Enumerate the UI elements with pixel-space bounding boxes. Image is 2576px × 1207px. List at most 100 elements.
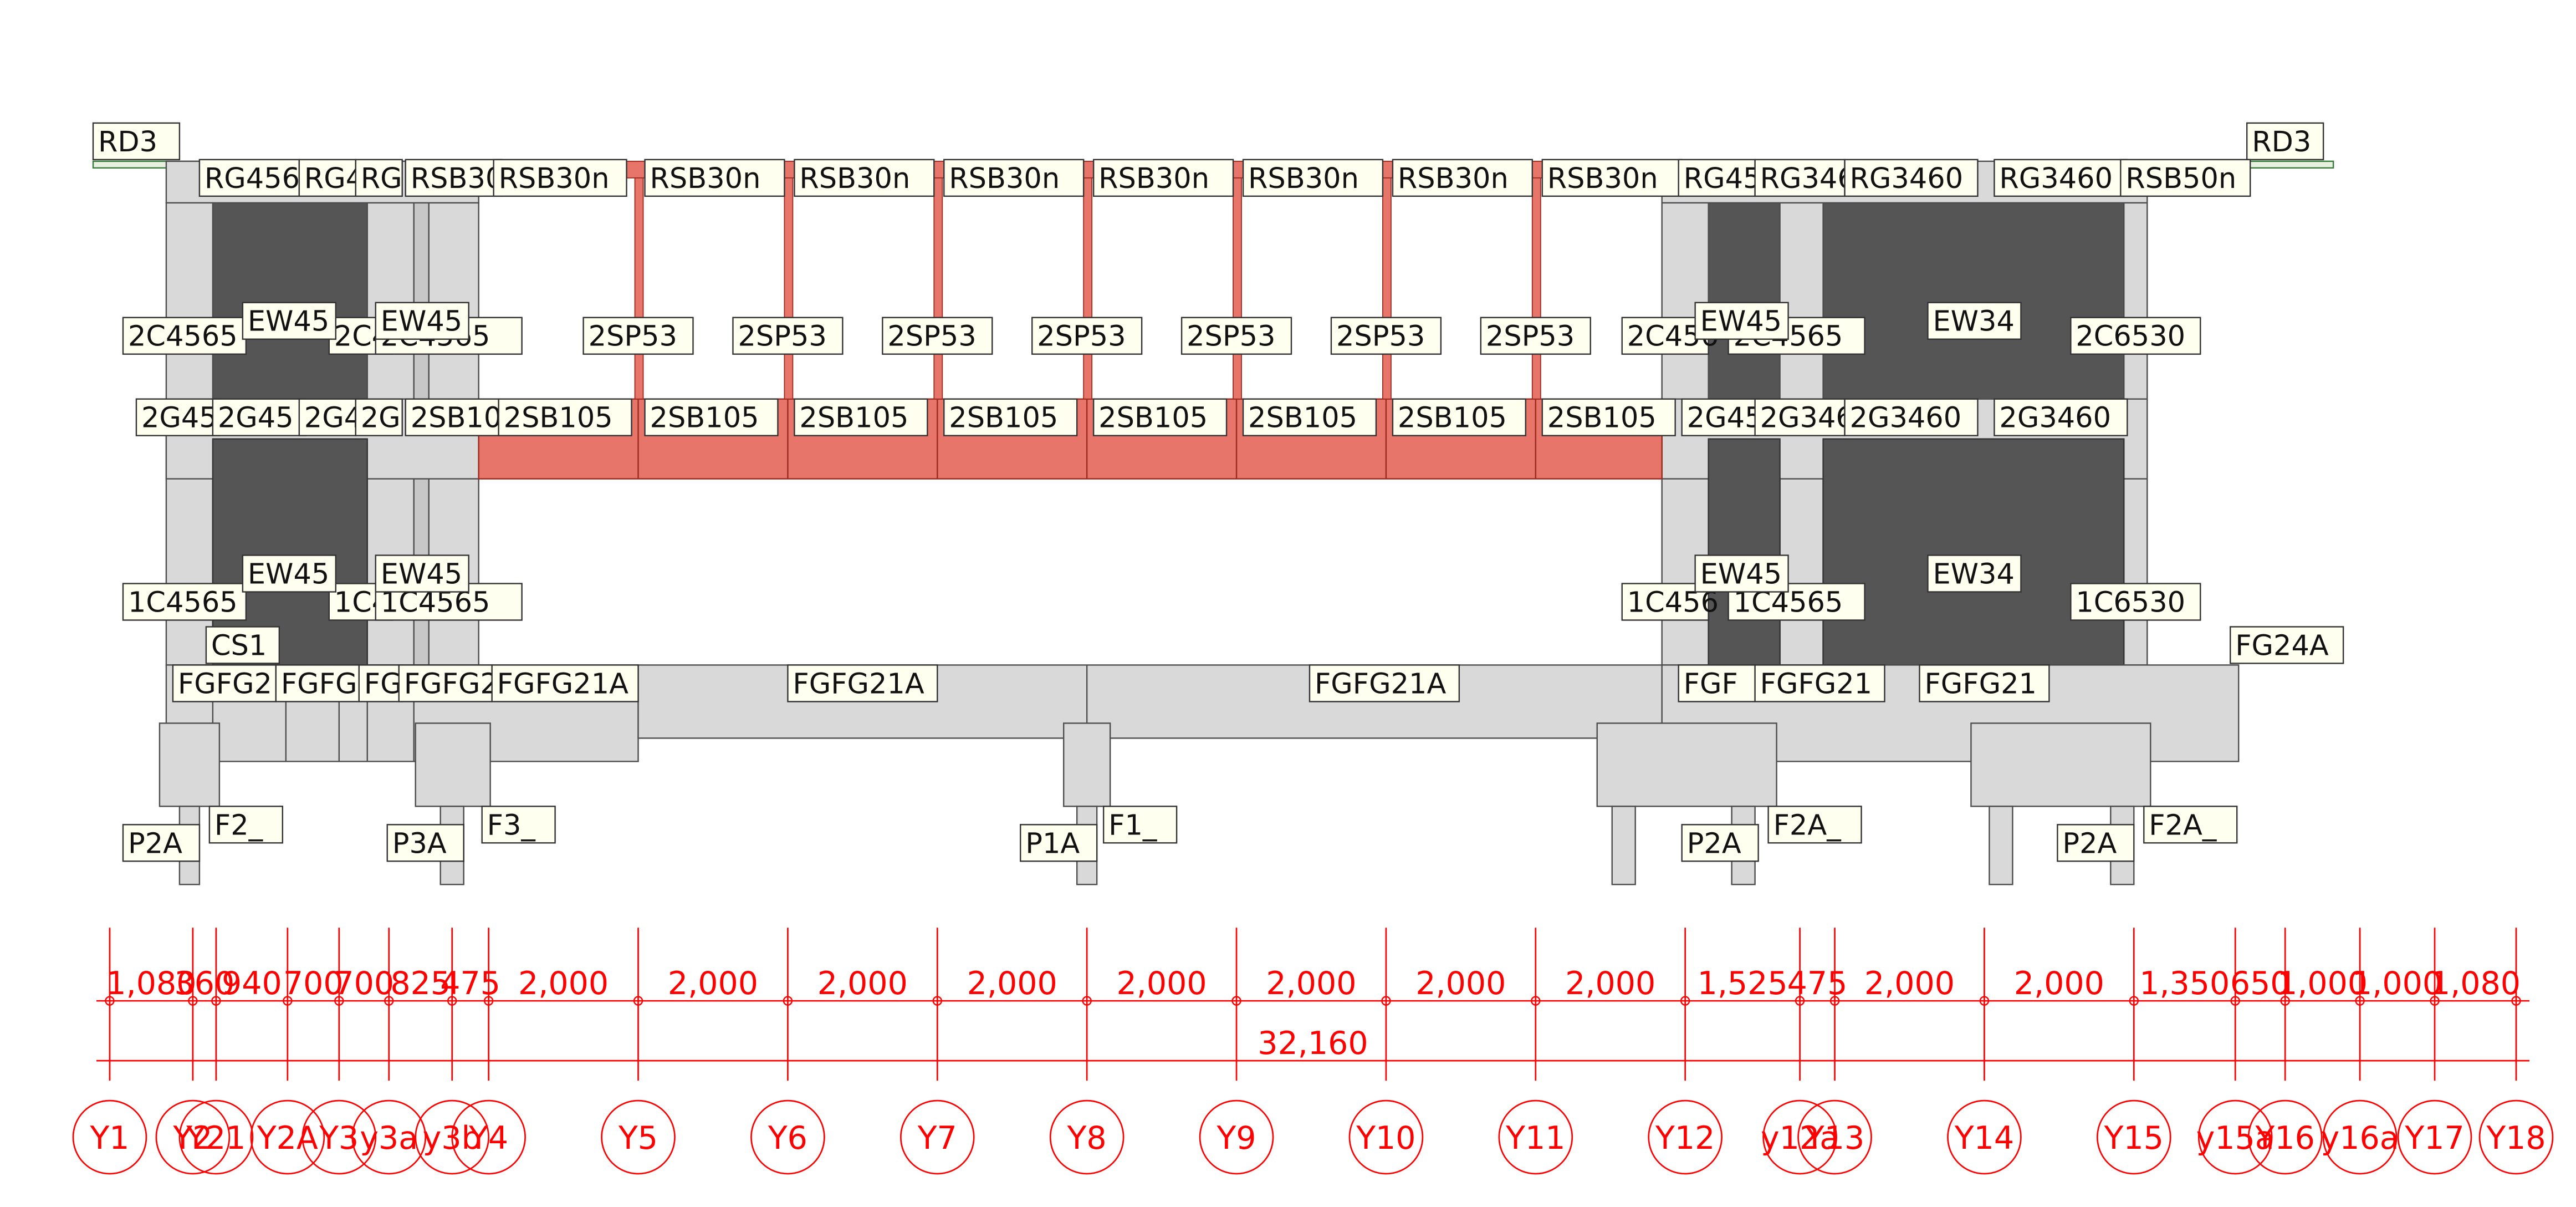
column-label: 2C6530 bbox=[2070, 317, 2201, 355]
member-label-text: FGFG21 bbox=[1760, 668, 1872, 700]
grid-axis-bubble: y15a bbox=[2196, 1099, 2275, 1175]
member-label-text: F2A_ bbox=[2149, 809, 2217, 842]
footing-f2 bbox=[159, 722, 221, 807]
member-label-text: FGFG21 bbox=[1924, 668, 2036, 700]
column-label: 2C456 bbox=[1621, 317, 1719, 355]
span-dimension-value: 825 bbox=[390, 965, 451, 1002]
pile-label: P2A bbox=[2057, 824, 2135, 862]
dimension-node bbox=[334, 996, 344, 1006]
grid-axis-bubble: Y14 bbox=[1947, 1099, 2022, 1175]
steel-post bbox=[1233, 177, 1242, 400]
member-label-text: 2SB105 bbox=[1248, 402, 1357, 435]
dimension-node bbox=[105, 996, 115, 1006]
roof-beam-label: RSB30n bbox=[1541, 159, 1683, 197]
member-label-text: P2A bbox=[1687, 827, 1741, 860]
footing-label: F2_ bbox=[208, 806, 284, 844]
wall-label: EW45 bbox=[1694, 302, 1789, 340]
member-label-text: RG3460 bbox=[1999, 162, 2113, 195]
span-dimension-value: 2,000 bbox=[2014, 965, 2104, 1002]
member-label-text: RG346 bbox=[1760, 162, 1856, 195]
grid-axis-bubble: y3a bbox=[351, 1099, 427, 1175]
dimension-node bbox=[2511, 996, 2521, 1006]
member-label-text: EW45 bbox=[1700, 305, 1782, 338]
dimension-node bbox=[483, 996, 494, 1006]
roof-beam-label: RG3460 bbox=[1844, 159, 1979, 197]
grid-axis-name: Y1 bbox=[89, 1120, 129, 1157]
member-label-text: RSB30n bbox=[799, 162, 910, 195]
footing-label: F1_ bbox=[1102, 806, 1178, 844]
grid-axis-bubble: y16a bbox=[2321, 1099, 2399, 1175]
member-label-text: 2SB105 bbox=[1547, 402, 1657, 435]
member-label-text: 2SP53 bbox=[738, 320, 826, 353]
dimension-node bbox=[1531, 996, 1541, 1006]
member-label-text: 2SP53 bbox=[1037, 320, 1126, 353]
steel-post bbox=[933, 177, 943, 400]
second-beam-label: 2G45 bbox=[1681, 398, 1762, 436]
span-dimension-value: 1,000 bbox=[2277, 965, 2368, 1002]
member-label-text: 2C6530 bbox=[2076, 320, 2185, 353]
span-dimension-value: 940 bbox=[222, 965, 282, 1002]
span-dimension-value: 2,000 bbox=[1266, 965, 1356, 1002]
grid-axis-name: Y7 bbox=[917, 1120, 957, 1157]
second-beam-label: 2G45 bbox=[212, 398, 307, 436]
dimension-node bbox=[783, 996, 793, 1006]
span-dimension-value: 1,000 bbox=[2352, 965, 2442, 1002]
grid-axis-bubble: Y15 bbox=[2096, 1099, 2171, 1175]
member-label-text: 2SB10 bbox=[411, 402, 502, 435]
span-dimension-value: 360 bbox=[175, 965, 235, 1002]
member-label-text: 2SP53 bbox=[1486, 320, 1575, 353]
dimension-node bbox=[2355, 996, 2365, 1006]
roof-beam-label: RG4 bbox=[298, 159, 364, 197]
second-beam-label: 2SB10 bbox=[405, 398, 502, 436]
foundation-beam-label: FGFG21A bbox=[787, 664, 938, 702]
grid-axis-bubble: Y8 bbox=[1049, 1099, 1125, 1175]
member-label-text: EW34 bbox=[1933, 305, 2014, 338]
structure-layer bbox=[92, 160, 2334, 885]
post-label: 2SP53 bbox=[1330, 317, 1442, 355]
dimension-node bbox=[2129, 996, 2139, 1006]
steel-post bbox=[634, 177, 644, 400]
dimension-node bbox=[1979, 996, 1990, 1006]
steel-post bbox=[1382, 177, 1392, 400]
span-dimension-value: 2,000 bbox=[518, 965, 609, 1002]
grid-axis-name: Y6 bbox=[768, 1120, 807, 1157]
steel-post bbox=[1531, 177, 1541, 400]
grid-axis-bubble: Y7 bbox=[899, 1099, 975, 1175]
pile-label: P3A bbox=[386, 824, 464, 862]
footing-f3 bbox=[415, 722, 491, 807]
member-label-text: 2SB105 bbox=[504, 402, 613, 435]
member-label-text: 1C4565 bbox=[128, 586, 238, 619]
span-dimension-value: 2,000 bbox=[1565, 965, 1655, 1002]
roof-beam-label: RSB30n bbox=[794, 159, 935, 197]
member-label-text: 2G bbox=[361, 402, 401, 435]
grid-axis-name: Y13 bbox=[1805, 1120, 1864, 1157]
foundation-beam-label: FGFG21A bbox=[1309, 664, 1460, 702]
pile bbox=[1989, 806, 2013, 885]
span-dimension-value: 1,525 bbox=[1698, 965, 1788, 1002]
wall-label: EW45 bbox=[242, 554, 336, 593]
roof-beam-label: RSB30n bbox=[644, 159, 785, 197]
column-label: 1C6530 bbox=[2070, 583, 2201, 621]
member-label-text: 2SB105 bbox=[799, 402, 908, 435]
member-label-text: RD3 bbox=[98, 126, 157, 159]
dimension-node bbox=[633, 996, 643, 1006]
span-dimension-value: 1,080 bbox=[2430, 965, 2521, 1002]
member-label-text: EW45 bbox=[381, 305, 462, 338]
stair-label: CS1 bbox=[205, 626, 280, 664]
foundation-beam-label: FGFG2 bbox=[172, 664, 277, 702]
span-dimension-value: 2,000 bbox=[1864, 965, 1955, 1002]
roof-beam-label: RG45 bbox=[1678, 159, 1761, 197]
roof-beam-label: RG346 bbox=[1754, 159, 1856, 197]
member-label-text: P1A bbox=[1025, 827, 1080, 860]
footing-label: F3_ bbox=[481, 806, 556, 844]
second-beam-label: 2SB105 bbox=[1092, 398, 1228, 436]
member-label-text: 2SB105 bbox=[1098, 402, 1208, 435]
member-label-text: 2SP53 bbox=[589, 320, 677, 353]
member-label-text: 2C4565 bbox=[128, 320, 238, 353]
member-label-text: F1_ bbox=[1108, 809, 1157, 842]
member-label-text: 2SB105 bbox=[949, 402, 1058, 435]
grid-axis-bubble: Y6 bbox=[750, 1099, 825, 1175]
span-dimension-value: 2,000 bbox=[668, 965, 758, 1002]
footing-f2a-1 bbox=[1596, 722, 1777, 807]
